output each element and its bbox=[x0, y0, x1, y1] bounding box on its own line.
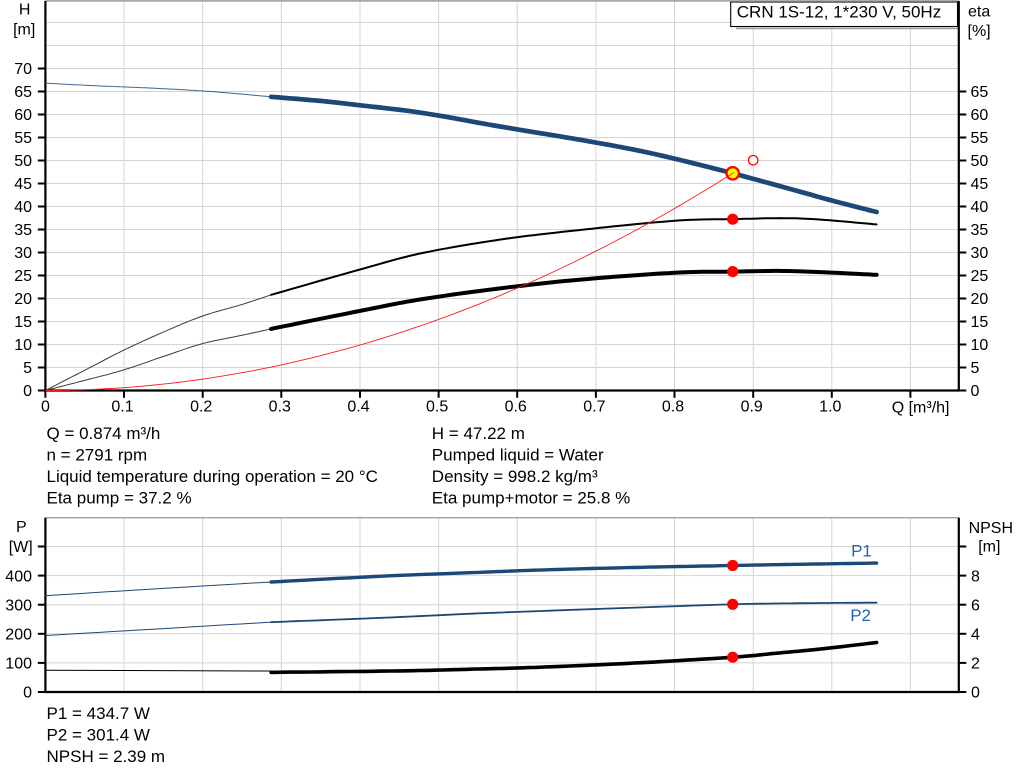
svg-text:1.0: 1.0 bbox=[819, 398, 841, 415]
svg-text:NPSH = 2.39 m: NPSH = 2.39 m bbox=[47, 747, 166, 766]
svg-text:0: 0 bbox=[23, 685, 32, 702]
svg-text:55: 55 bbox=[14, 130, 32, 147]
svg-text:CRN 1S-12, 1*230 V, 50Hz: CRN 1S-12, 1*230 V, 50Hz bbox=[737, 3, 941, 22]
svg-text:NPSH: NPSH bbox=[969, 520, 1013, 537]
svg-text:10: 10 bbox=[971, 337, 989, 354]
svg-text:4: 4 bbox=[971, 627, 980, 644]
svg-text:0.1: 0.1 bbox=[111, 398, 133, 415]
svg-text:[W]: [W] bbox=[9, 539, 33, 556]
svg-text:200: 200 bbox=[5, 627, 32, 644]
svg-text:Density = 998.2 kg/m³: Density = 998.2 kg/m³ bbox=[432, 467, 598, 486]
svg-text:n = 2791 rpm: n = 2791 rpm bbox=[47, 445, 148, 464]
svg-text:60: 60 bbox=[971, 107, 989, 124]
svg-text:0: 0 bbox=[41, 398, 50, 415]
svg-text:eta: eta bbox=[968, 4, 990, 21]
svg-text:60: 60 bbox=[14, 107, 32, 124]
svg-text:55: 55 bbox=[971, 130, 989, 147]
svg-text:20: 20 bbox=[971, 291, 989, 308]
svg-text:25: 25 bbox=[14, 268, 32, 285]
svg-text:[m]: [m] bbox=[978, 539, 1000, 556]
svg-text:70: 70 bbox=[14, 61, 32, 78]
svg-text:5: 5 bbox=[23, 360, 32, 377]
svg-text:50: 50 bbox=[14, 153, 32, 170]
svg-text:P: P bbox=[16, 519, 27, 536]
svg-text:2: 2 bbox=[971, 656, 980, 673]
svg-text:65: 65 bbox=[971, 84, 989, 101]
svg-text:400: 400 bbox=[5, 568, 32, 585]
svg-text:5: 5 bbox=[971, 360, 980, 377]
svg-text:50: 50 bbox=[971, 153, 989, 170]
svg-text:45: 45 bbox=[971, 176, 989, 193]
svg-text:25: 25 bbox=[971, 268, 989, 285]
svg-text:0.6: 0.6 bbox=[505, 398, 527, 415]
svg-text:6: 6 bbox=[971, 597, 980, 614]
svg-text:H: H bbox=[19, 2, 31, 19]
svg-text:0: 0 bbox=[23, 383, 32, 400]
svg-text:P1 = 434.7 W: P1 = 434.7 W bbox=[47, 704, 150, 723]
svg-text:Liquid temperature during oper: Liquid temperature during operation = 20… bbox=[47, 467, 378, 486]
svg-text:35: 35 bbox=[971, 222, 989, 239]
svg-text:H = 47.22 m: H = 47.22 m bbox=[432, 424, 525, 443]
svg-text:100: 100 bbox=[5, 656, 32, 673]
svg-text:65: 65 bbox=[14, 84, 32, 101]
svg-text:P1: P1 bbox=[851, 542, 872, 561]
svg-text:0.4: 0.4 bbox=[347, 398, 369, 415]
svg-text:0.3: 0.3 bbox=[269, 398, 291, 415]
svg-text:30: 30 bbox=[971, 245, 989, 262]
svg-text:40: 40 bbox=[971, 199, 989, 216]
svg-text:10: 10 bbox=[14, 337, 32, 354]
svg-text:Eta pump+motor = 25.8 %: Eta pump+motor = 25.8 % bbox=[432, 489, 630, 508]
svg-text:0.5: 0.5 bbox=[426, 398, 448, 415]
svg-text:0.8: 0.8 bbox=[662, 398, 684, 415]
svg-text:[%]: [%] bbox=[968, 23, 991, 40]
svg-text:0.2: 0.2 bbox=[190, 398, 212, 415]
svg-text:15: 15 bbox=[14, 314, 32, 331]
svg-text:20: 20 bbox=[14, 291, 32, 308]
svg-text:Pumped liquid = Water: Pumped liquid = Water bbox=[432, 445, 604, 464]
svg-text:15: 15 bbox=[971, 314, 989, 331]
svg-text:P2 = 301.4 W: P2 = 301.4 W bbox=[47, 725, 150, 744]
svg-text:45: 45 bbox=[14, 176, 32, 193]
svg-text:P2: P2 bbox=[850, 606, 871, 625]
svg-text:30: 30 bbox=[14, 245, 32, 262]
svg-text:Q [m³/h]: Q [m³/h] bbox=[892, 400, 950, 417]
svg-text:[m]: [m] bbox=[13, 22, 35, 39]
svg-text:Eta pump = 37.2 %: Eta pump = 37.2 % bbox=[47, 489, 192, 508]
svg-text:Q = 0.874 m³/h: Q = 0.874 m³/h bbox=[47, 424, 161, 443]
svg-text:0.9: 0.9 bbox=[741, 398, 763, 415]
svg-text:0: 0 bbox=[971, 685, 980, 702]
svg-text:40: 40 bbox=[14, 199, 32, 216]
svg-text:35: 35 bbox=[14, 222, 32, 239]
svg-text:0: 0 bbox=[971, 383, 980, 400]
svg-text:0.7: 0.7 bbox=[583, 398, 605, 415]
svg-text:300: 300 bbox=[5, 597, 32, 614]
svg-text:8: 8 bbox=[971, 568, 980, 585]
